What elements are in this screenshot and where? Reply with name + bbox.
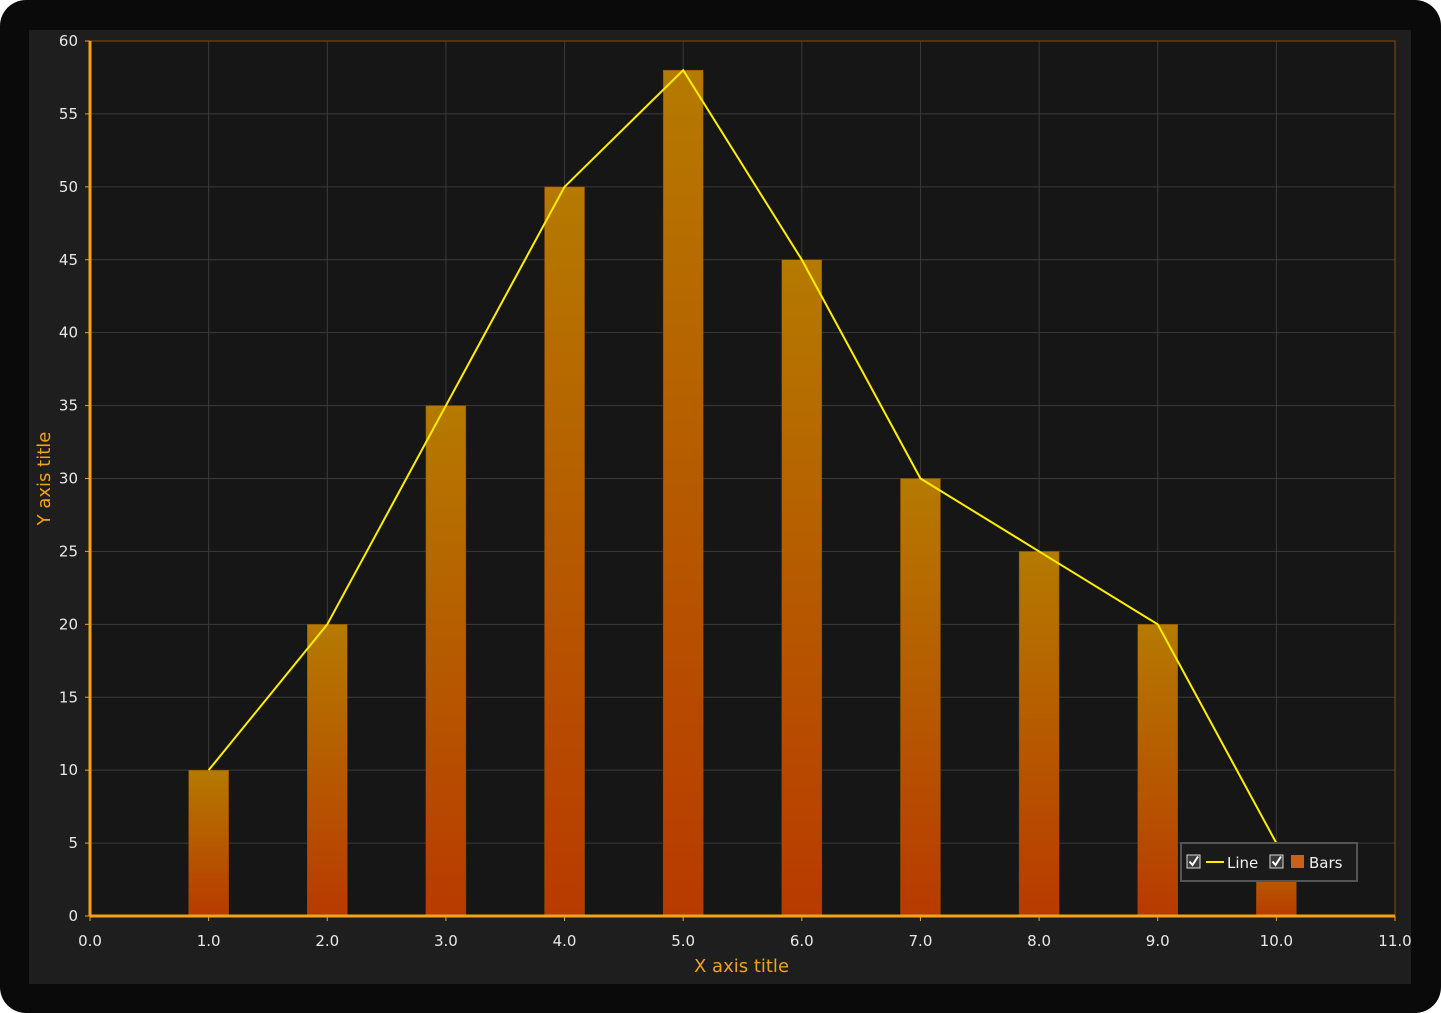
x-tick-label: 4.0 <box>553 932 577 950</box>
x-tick-label: 7.0 <box>909 932 933 950</box>
legend-checkbox-line[interactable] <box>1186 854 1201 869</box>
bar <box>662 69 704 917</box>
x-tick-label: 9.0 <box>1146 932 1170 950</box>
y-axis-title: Y axis title <box>34 432 55 527</box>
x-tick-label: 5.0 <box>671 932 695 950</box>
y-tick-label: 5 <box>68 834 78 852</box>
y-tick-label: 25 <box>59 542 78 560</box>
bar <box>900 478 941 917</box>
legend-label-line[interactable]: Line <box>1227 854 1258 872</box>
y-tick-labels: 0 5 10 15 20 25 30 35 40 45 50 55 60 <box>59 32 90 925</box>
bar <box>1137 624 1178 917</box>
bar <box>307 624 348 917</box>
x-tick-labels: 0.0 1.0 2.0 3.0 4.0 5.0 6.0 7.0 8.0 9.0 10.0 11.0 <box>78 916 1411 950</box>
y-tick-label: 35 <box>59 397 78 415</box>
bar <box>1018 551 1060 917</box>
x-tick-label: 2.0 <box>315 932 339 950</box>
chart: 0.0 1.0 2.0 3.0 4.0 5.0 6.0 7.0 8.0 9.0 10.0 11.0 0… <box>34 32 1411 977</box>
x-tick-label: 0.0 <box>78 932 102 950</box>
x-tick-label: 6.0 <box>790 932 814 950</box>
y-tick-label: 60 <box>59 32 78 50</box>
y-tick-label: 40 <box>59 324 78 342</box>
bar-series <box>188 69 1297 917</box>
y-tick-label: 20 <box>59 615 78 633</box>
x-tick-label: 11.0 <box>1378 932 1411 950</box>
legend-label-bars[interactable]: Bars <box>1309 854 1343 872</box>
series-line <box>207 68 1278 844</box>
y-tick-label: 50 <box>59 178 78 196</box>
x-tick-label: 1.0 <box>197 932 221 950</box>
x-axis-title: X axis title <box>694 956 789 977</box>
legend: Line Bars <box>1180 842 1358 882</box>
y-tick-label: 15 <box>59 688 78 706</box>
line-series <box>207 68 1278 844</box>
chart-panel: 0.0 1.0 2.0 3.0 4.0 5.0 6.0 7.0 8.0 9.0 10.0 11.0 0… <box>29 30 1411 984</box>
x-tick-label: 3.0 <box>434 932 458 950</box>
x-tick-label: 10.0 <box>1260 932 1293 950</box>
y-tick-label: 10 <box>59 761 78 779</box>
y-tick-label: 55 <box>59 105 78 123</box>
y-tick-label: 0 <box>68 907 78 925</box>
legend-bar-swatch <box>1291 855 1304 868</box>
bar <box>188 769 229 917</box>
x-tick-label: 8.0 <box>1027 932 1051 950</box>
legend-checkbox-bars[interactable] <box>1269 854 1284 869</box>
bar <box>425 405 467 917</box>
y-tick-label: 45 <box>59 251 78 269</box>
y-tick-label: 30 <box>59 470 78 488</box>
grid-lines <box>89 40 1396 917</box>
bar <box>781 259 823 917</box>
bar <box>544 186 585 917</box>
